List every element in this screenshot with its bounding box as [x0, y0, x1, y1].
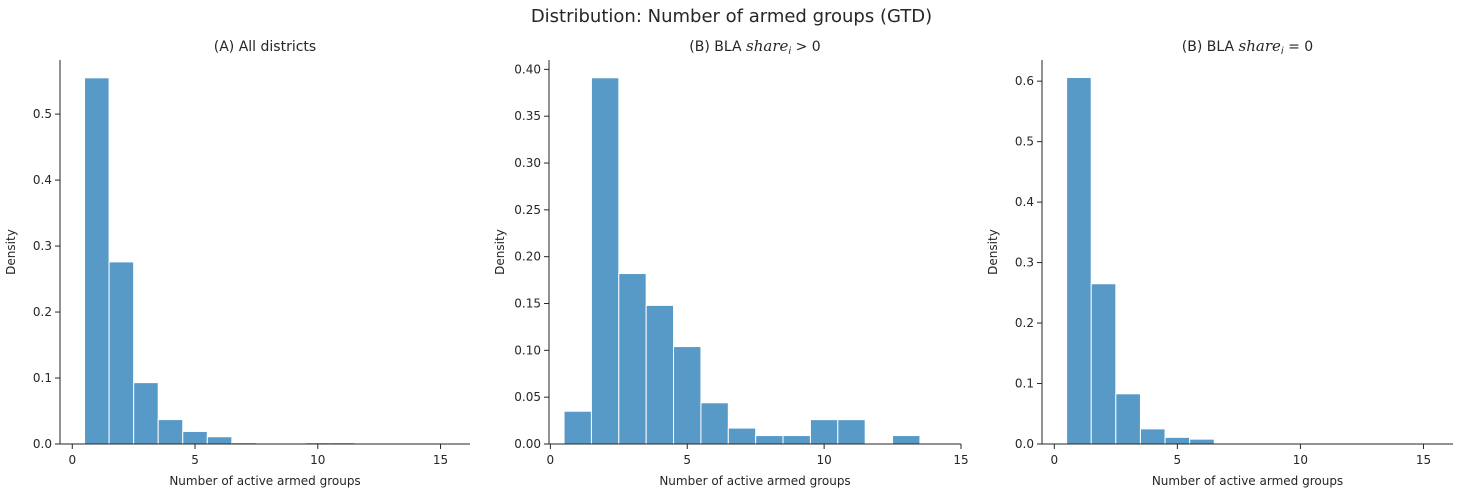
x-tick-label: 10	[310, 453, 325, 467]
figure-title: Distribution: Number of armed groups (GT…	[530, 6, 933, 27]
y-tick-label: 0.3	[33, 239, 52, 253]
histogram-bar	[782, 435, 811, 445]
y-tick-label: 0.15	[514, 297, 541, 311]
y-tick-label: 0.0	[1015, 437, 1034, 451]
y-tick-label: 0.5	[33, 107, 52, 121]
x-tick-label: 5	[683, 453, 691, 467]
x-axis-label: Number of active armed groups	[659, 474, 850, 488]
histogram-bar	[563, 410, 592, 445]
y-tick-label: 0.4	[1015, 195, 1034, 209]
panel-3: 0 5 10 15 0.0 0.1 0.2 0.3 0.4 0.5 0.6 Number of act…	[986, 37, 1453, 488]
histogram-bar	[84, 77, 110, 445]
histogram-bar	[108, 261, 135, 445]
y-tick-label: 0.05	[514, 390, 541, 404]
panel-title: (A) All districts	[214, 39, 316, 55]
histogram-bar	[1164, 436, 1191, 445]
y-tick-label: 0.40	[514, 62, 541, 76]
y-tick-label: 0.5	[1015, 135, 1034, 149]
y-tick-label: 0.4	[33, 173, 52, 187]
y-tick-label: 0.1	[1015, 377, 1034, 391]
histogram-bar	[1189, 438, 1215, 445]
y-tick-label: 0.35	[514, 109, 541, 123]
y-tick-label: 0.2	[33, 305, 52, 319]
histogram-bar	[618, 273, 647, 445]
x-axis-label: Number of active armed groups	[169, 474, 360, 488]
y-tick-label: 0.6	[1015, 74, 1034, 88]
histogram-bar	[645, 304, 675, 445]
x-tick-label: 10	[816, 453, 831, 467]
panel-1: 0 5 10 15 0.0 0.1 0.2 0.3 0.4 0.5 Number of active…	[4, 39, 470, 488]
histogram-bar	[673, 346, 702, 445]
panel-2: 0 5 10 15 0.00 0.05 0.10 0.15 0.20 0.25 0.30 0.35 0.…	[493, 37, 969, 488]
y-axis-label: Density	[4, 229, 18, 275]
panel-title: (B) BLA sharei > 0	[689, 37, 820, 57]
y-tick-label: 0.20	[514, 250, 541, 264]
x-tick-label: 5	[191, 453, 199, 467]
x-tick-label: 15	[433, 453, 448, 467]
y-axis-label: Density	[986, 229, 1000, 275]
y-tick-label: 0.00	[514, 437, 541, 451]
y-tick-label: 0.1	[33, 371, 52, 385]
histogram-bar	[157, 419, 184, 445]
x-tick-label: 0	[68, 453, 76, 467]
histogram-bar	[590, 77, 620, 445]
histogram-bar	[206, 436, 233, 445]
x-tick-label: 15	[1416, 453, 1431, 467]
x-tick-label: 15	[953, 453, 968, 467]
y-tick-label: 0.3	[1015, 256, 1034, 270]
x-tick-label: 0	[547, 453, 555, 467]
x-tick-label: 10	[1293, 453, 1308, 467]
histogram-bar	[892, 435, 921, 445]
y-tick-label: 0.2	[1015, 316, 1034, 330]
y-tick-label: 0.25	[514, 203, 541, 217]
y-tick-label: 0.0	[33, 437, 52, 451]
y-axis-label: Density	[493, 229, 507, 275]
y-tick-label: 0.10	[514, 343, 541, 357]
y-tick-label: 0.30	[514, 156, 541, 170]
histogram-bar	[1066, 77, 1092, 445]
histogram-bar	[700, 402, 729, 445]
x-tick-label: 0	[1050, 453, 1058, 467]
histogram-bar	[182, 430, 208, 445]
x-tick-label: 5	[1174, 453, 1182, 467]
x-axis-label: Number of active armed groups	[1152, 474, 1343, 488]
histogram-bar	[1090, 283, 1117, 445]
histogram-bar	[133, 382, 159, 445]
histogram-bar	[727, 427, 757, 445]
histogram-bar	[1115, 393, 1141, 445]
histogram-bar	[837, 419, 866, 445]
histogram-bar	[809, 419, 839, 445]
histogram-bar	[1139, 428, 1166, 445]
histogram-bar	[755, 435, 784, 445]
panel-title: (B) BLA sharei = 0	[1182, 37, 1313, 57]
